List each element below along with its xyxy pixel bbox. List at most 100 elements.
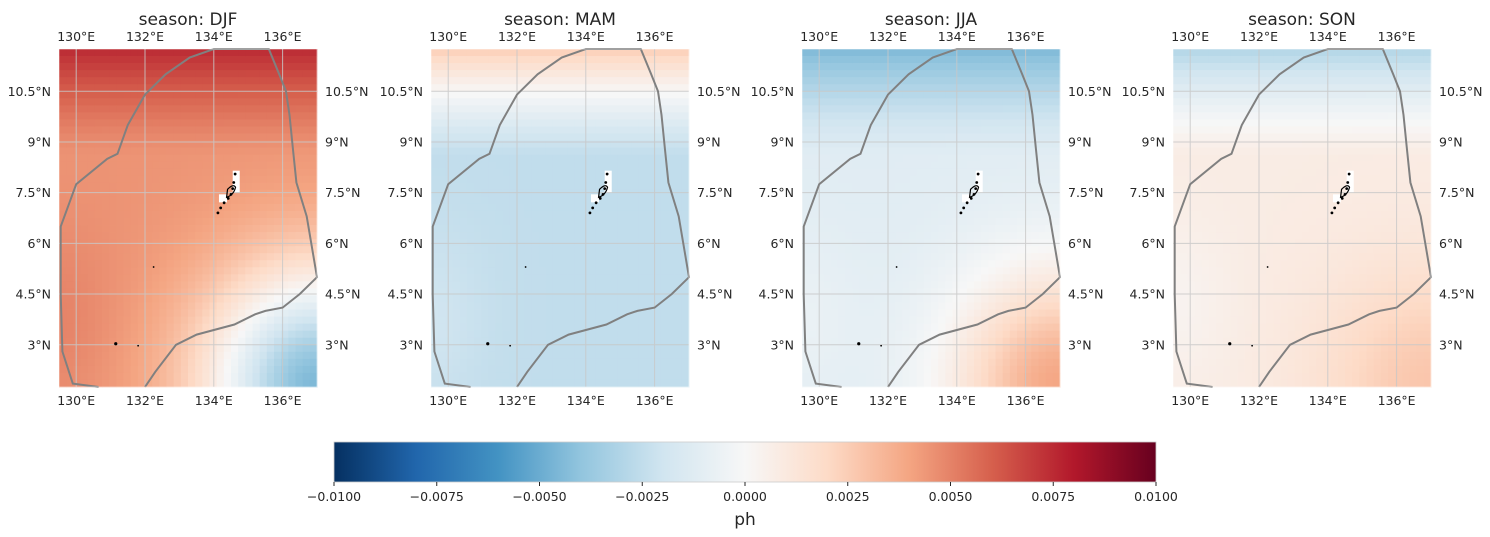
heatmap-cell (245, 56, 253, 64)
heatmap-cell (438, 147, 446, 156)
heatmap-cell (481, 344, 489, 353)
heatmap-cell (531, 218, 539, 226)
heatmap-cell (916, 330, 925, 339)
heatmap-cell (102, 133, 110, 141)
heatmap-cell (481, 351, 489, 360)
heatmap-cell (302, 98, 311, 106)
heatmap-cell (80, 316, 89, 325)
heatmap-cell (988, 91, 996, 99)
heatmap-cell (1031, 91, 1039, 99)
heatmap-cell (945, 70, 953, 78)
heatmap-cell (624, 133, 633, 141)
heatmap-cell (502, 372, 511, 381)
heatmap-cell (431, 154, 439, 163)
heatmap-cell (517, 372, 525, 381)
heatmap-cell (902, 323, 910, 332)
heatmap-cell (94, 232, 103, 240)
map-panel: season: JJA130°E130°E132°E132°E134°E134°… (751, 10, 1112, 408)
heatmap-cell (309, 189, 318, 198)
heatmap-cell (159, 267, 167, 275)
heatmap-cell (830, 210, 839, 219)
heatmap-cell (931, 182, 939, 191)
heatmap-cell (653, 105, 661, 113)
heatmap-cell (466, 63, 475, 71)
heatmap-cell (1045, 253, 1054, 261)
heatmap-cell (638, 133, 647, 141)
heatmap-cell (202, 140, 210, 148)
heatmap-cell (981, 302, 989, 310)
heatmap-cell (638, 309, 647, 317)
lat-tick-label: 6°N (399, 236, 423, 251)
heatmap-cell (931, 175, 939, 184)
heatmap-cell (223, 98, 232, 106)
heatmap-cell (631, 281, 640, 289)
heatmap-cell (274, 358, 282, 367)
heatmap-cell (73, 253, 81, 261)
heatmap-cell (130, 203, 139, 212)
heatmap-cell (1031, 112, 1039, 120)
heatmap-cell (495, 281, 504, 289)
heatmap-cell (531, 288, 539, 296)
heatmap-cell (80, 295, 89, 303)
heatmap-cell (816, 323, 824, 332)
heatmap-cell (188, 295, 196, 303)
heatmap-cell (259, 119, 268, 127)
heatmap-cell (281, 232, 289, 240)
heatmap-cell (517, 260, 525, 268)
heatmap-cell (116, 154, 124, 163)
heatmap-cell (873, 56, 882, 64)
heatmap-cell (281, 189, 289, 198)
heatmap-cell (1045, 112, 1054, 120)
heatmap-cell (152, 379, 160, 388)
heatmap-cell (638, 189, 647, 198)
heatmap-cell (638, 154, 647, 163)
heatmap-cell (830, 295, 839, 303)
heatmap-cell (502, 253, 511, 261)
heatmap-cell (567, 91, 575, 99)
heatmap-cell (631, 274, 640, 282)
heatmap-cell (966, 154, 975, 163)
heatmap-cell (1017, 316, 1025, 325)
heatmap-cell (1024, 119, 1032, 127)
heatmap-cell (888, 253, 896, 261)
heatmap-cell (431, 140, 439, 148)
heatmap-cell (595, 140, 604, 148)
heatmap-cell (581, 344, 590, 353)
heatmap-cell (916, 232, 925, 240)
heatmap-cell (567, 253, 575, 261)
heatmap-cell (859, 175, 867, 184)
heatmap-cell (145, 182, 153, 191)
heatmap-cell (653, 56, 661, 64)
heatmap-cell (667, 154, 676, 163)
heatmap-cell (631, 379, 640, 388)
heatmap-cell (509, 365, 518, 374)
heatmap-cell (823, 56, 832, 64)
heatmap-cell (1002, 49, 1011, 57)
heatmap-cell (509, 175, 518, 184)
heatmap-cell (873, 175, 882, 184)
heatmap-cell (1002, 105, 1011, 113)
heatmap-cell (245, 358, 253, 367)
heatmap-cell (595, 379, 604, 388)
heatmap-cell (509, 112, 518, 120)
heatmap-cell (646, 253, 654, 261)
heatmap-cell (581, 253, 590, 261)
heatmap-cell (80, 288, 89, 296)
heatmap-cell (223, 77, 232, 85)
heatmap-cell (481, 365, 489, 374)
heatmap-cell (988, 70, 996, 78)
heatmap-cell (916, 140, 925, 148)
heatmap-cell (1009, 119, 1018, 127)
heatmap-cell (274, 260, 282, 268)
heatmap-cell (809, 105, 817, 113)
heatmap-cell (816, 77, 824, 85)
heatmap-cell (859, 56, 867, 64)
heatmap-cell (567, 203, 575, 212)
heatmap-cell (1038, 56, 1047, 64)
heatmap-cell (180, 281, 189, 289)
heatmap-cell (1009, 309, 1018, 317)
heatmap-cell (667, 112, 676, 120)
heatmap-cell (202, 295, 210, 303)
heatmap-cell (94, 267, 103, 275)
heatmap-cell (653, 253, 661, 261)
